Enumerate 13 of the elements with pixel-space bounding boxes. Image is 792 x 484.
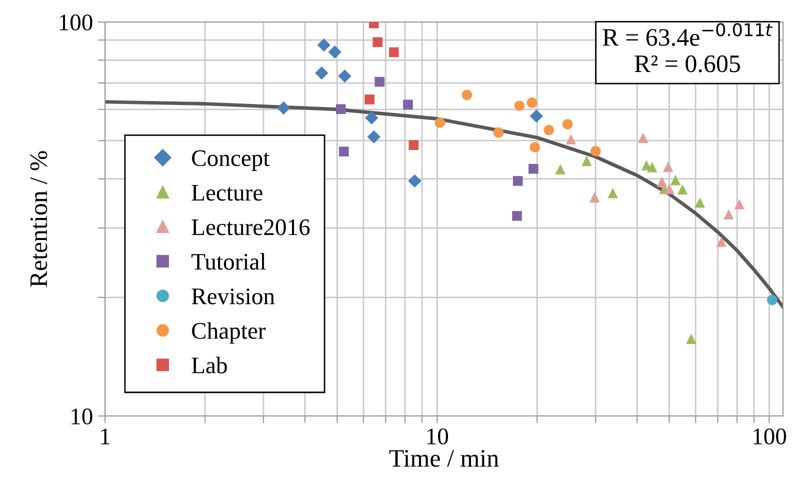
legend-label: Lecture xyxy=(192,185,262,201)
legend-label: Tutorial xyxy=(191,253,266,270)
legend-label: Chapter xyxy=(192,322,266,344)
x-tick-label: 10 xyxy=(427,428,448,444)
x-tick-label: 100 xyxy=(754,428,786,444)
annotation: R = 63.4e$^{−0.011t}$ R² = 0.605 xyxy=(602,23,773,72)
legend-label: Lab xyxy=(192,356,227,374)
x-tick-label: 1 xyxy=(101,428,110,444)
y-axis-title: Retention / % xyxy=(30,151,48,288)
legend-label: Lecture2016 xyxy=(192,219,310,236)
legend-label: Concept xyxy=(192,150,270,171)
x-axis-title: Time / min xyxy=(389,450,499,467)
legend-label: Revision xyxy=(192,288,275,304)
